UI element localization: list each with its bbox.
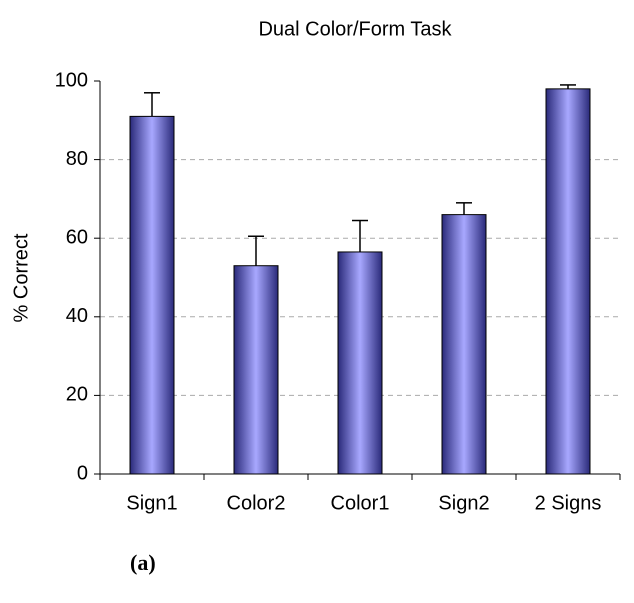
error-bar	[248, 235, 264, 266]
x-tick-label: Color2	[227, 492, 286, 514]
y-tick-label: 80	[66, 148, 88, 170]
error-bar	[456, 202, 472, 215]
error-bar	[144, 92, 160, 117]
x-tick-label: Sign1	[126, 492, 177, 514]
y-tick-label: 20	[66, 384, 88, 406]
caption: (a)	[130, 550, 156, 575]
bar	[337, 251, 383, 475]
y-axis-label: % Correct	[10, 233, 32, 322]
error-bar	[560, 84, 576, 89]
x-tick-label: Sign2	[438, 492, 489, 514]
x-tick-label: Color1	[331, 492, 390, 514]
bar	[129, 115, 175, 475]
y-tick-label: 0	[77, 462, 88, 484]
error-bar	[352, 219, 368, 252]
bar	[441, 214, 487, 475]
x-tick-label: 2 Signs	[535, 492, 602, 514]
y-tick-label: 60	[66, 226, 88, 248]
chart-title: Dual Color/Form Task	[258, 18, 452, 40]
bar	[233, 265, 279, 475]
y-tick-label: 100	[55, 69, 88, 91]
y-tick-label: 40	[66, 305, 88, 327]
bar	[545, 88, 591, 475]
